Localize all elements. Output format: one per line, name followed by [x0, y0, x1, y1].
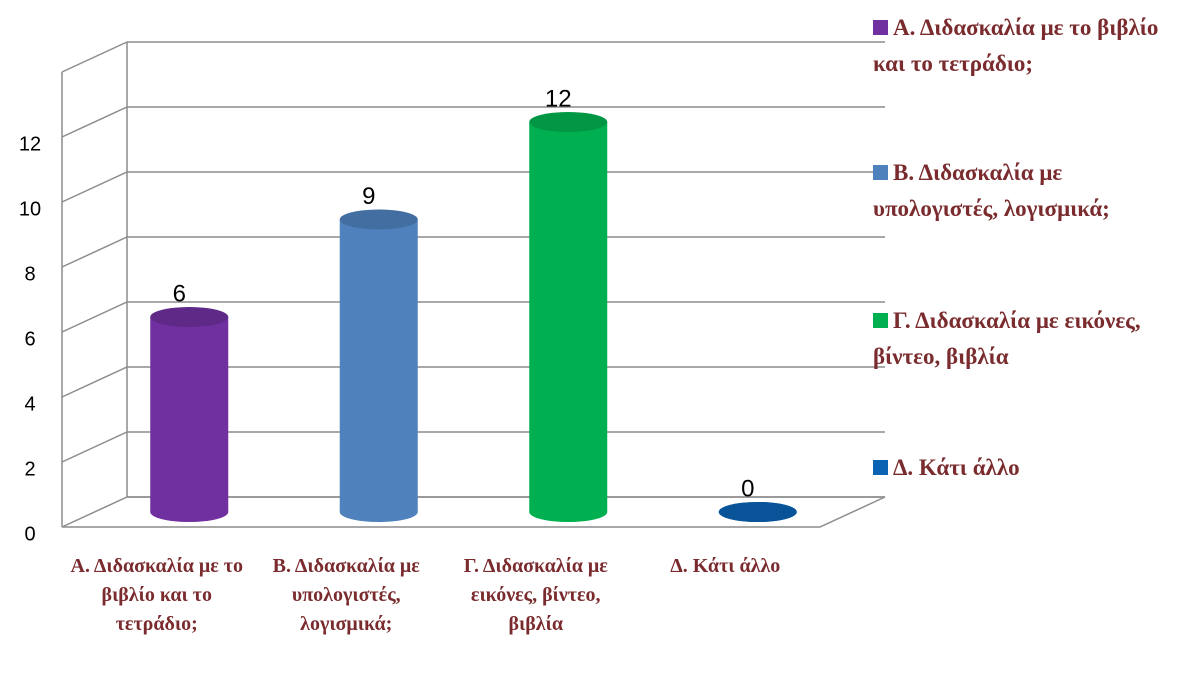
bar	[339, 209, 418, 522]
bar-top	[718, 502, 797, 522]
bar	[529, 112, 608, 522]
bar-base	[150, 502, 229, 522]
y-tick-label: 12	[19, 133, 41, 155]
legend-item: Α. Διδασκαλία με το βιβλίο και το τετράδ…	[873, 10, 1173, 82]
bar-top	[339, 209, 418, 230]
legend-label: Β. Διδασκαλία με υπολογιστές, λογισμικά;	[873, 160, 1110, 221]
legend-swatch	[873, 20, 888, 35]
grid-line	[61, 431, 885, 463]
x-tick-label: Γ. Διδασκαλία με εικόνες, βίντεο, βιβλία	[463, 555, 608, 635]
x-tick-label: Β. Διδασκαλία με υπολογιστές, λογισμικά;	[272, 555, 420, 635]
bar-top	[150, 307, 229, 327]
bar-body	[150, 317, 229, 512]
y-tick-label: 10	[19, 198, 41, 220]
grid-line	[61, 496, 885, 528]
legend-label: Δ. Κάτι άλλο	[893, 455, 1020, 480]
y-tick-label: 4	[24, 393, 35, 415]
data-label: 12	[545, 85, 572, 112]
legend-item: Δ. Κάτι άλλο	[873, 450, 1173, 486]
legend-swatch	[873, 460, 888, 475]
data-label: 6	[173, 280, 186, 307]
legend-label: Α. Διδασκαλία με το βιβλίο και το τετράδ…	[873, 15, 1159, 76]
x-tick-label: Δ. Κάτι άλλο	[670, 555, 781, 577]
grid-line	[61, 301, 885, 333]
legend-item: Γ. Διδασκαλία με εικόνες, βίντεο, βιβλία	[873, 303, 1173, 375]
bar-base	[339, 502, 418, 522]
legend-swatch	[873, 165, 888, 180]
x-tick-label: Α. Διδασκαλία με το βιβλίο και το τετράδ…	[70, 555, 243, 635]
bar-top	[529, 112, 608, 132]
grid-line	[61, 236, 885, 268]
bar	[718, 502, 797, 522]
y-tick-label: 8	[24, 263, 35, 285]
bar	[150, 307, 229, 522]
bar-base	[529, 502, 608, 522]
legend-label: Γ. Διδασκαλία με εικόνες, βίντεο, βιβλία	[873, 308, 1141, 369]
wall-top	[61, 41, 128, 73]
bar-body	[529, 122, 608, 512]
y-tick-label: 6	[24, 328, 35, 350]
legend-swatch	[873, 313, 888, 328]
data-label: 9	[362, 183, 375, 210]
grid-line	[61, 366, 885, 398]
bar-body	[339, 219, 418, 512]
legend-item: Β. Διδασκαλία με υπολογιστές, λογισμικά;	[873, 155, 1173, 227]
data-label: 0	[741, 475, 754, 502]
y-tick-label: 0	[24, 523, 35, 545]
grid-line	[61, 106, 885, 138]
grid-line	[61, 171, 885, 203]
y-tick-label: 2	[24, 458, 35, 480]
